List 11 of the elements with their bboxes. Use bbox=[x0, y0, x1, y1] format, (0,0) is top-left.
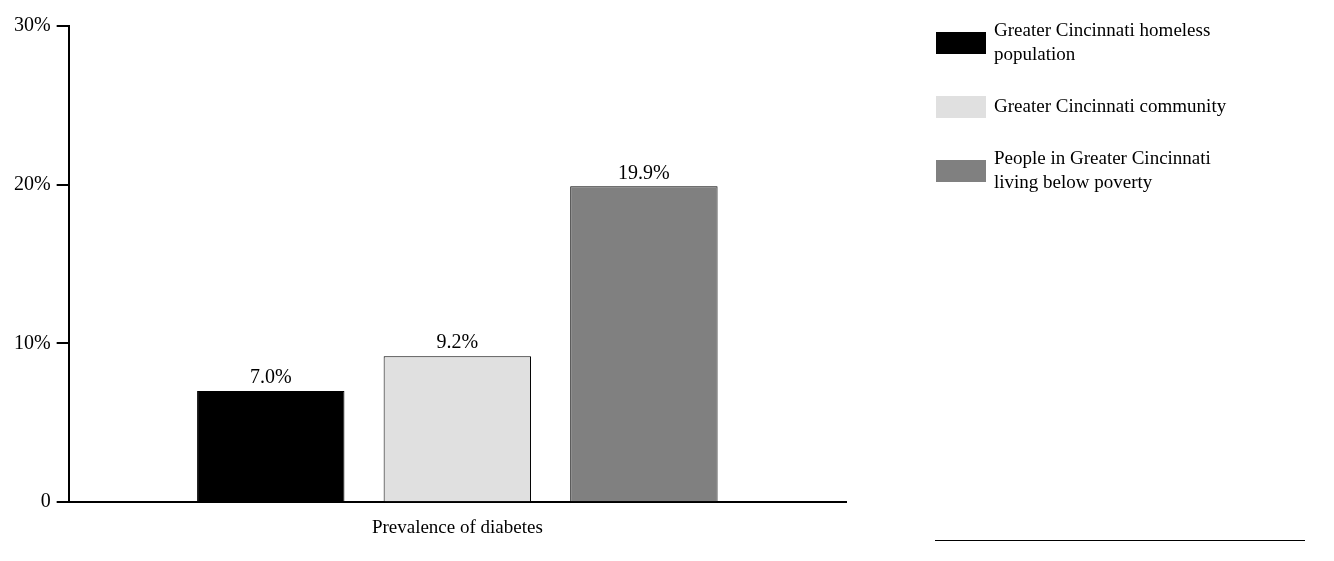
data-label: 9.2% bbox=[436, 330, 479, 353]
y-tick-label: 0 bbox=[40, 489, 51, 512]
data-label: 7.0% bbox=[249, 365, 292, 388]
y-tick-label: 20% bbox=[13, 171, 51, 194]
x-tick-label: Prevalence of diabetes bbox=[371, 515, 543, 537]
legend-label: People in Greater Cincinnati living below poverty bbox=[994, 146, 1211, 192]
data-label: 19.9% bbox=[618, 160, 670, 183]
legend-label: Greater Cincinnati homeless population bbox=[994, 18, 1211, 64]
legend-label: Greater Cincinnati community bbox=[994, 94, 1227, 116]
y-tick-label: 10% bbox=[13, 330, 51, 353]
y-tick-label: 30% bbox=[13, 13, 51, 36]
